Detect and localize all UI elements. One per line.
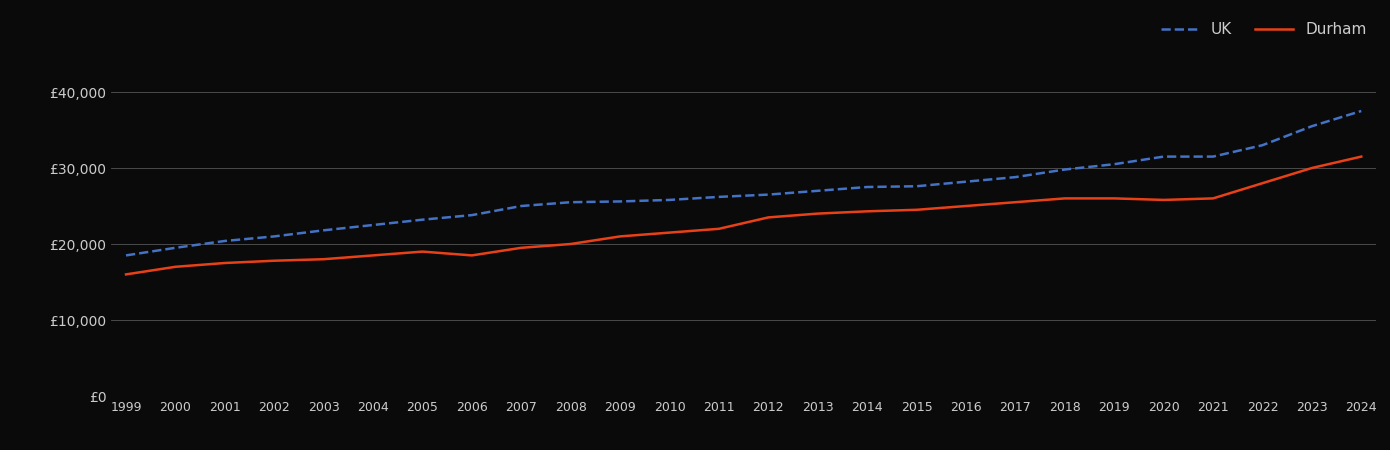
Durham xyxy=(364,253,381,258)
Durham xyxy=(859,209,876,214)
Durham xyxy=(1155,197,1172,202)
UK xyxy=(1304,123,1320,129)
UK xyxy=(662,197,678,202)
UK xyxy=(1205,154,1222,159)
Durham xyxy=(513,245,530,251)
Durham xyxy=(612,234,628,239)
UK xyxy=(1056,167,1073,172)
Durham xyxy=(217,260,234,265)
Durham xyxy=(167,264,183,270)
UK xyxy=(710,194,727,200)
Durham xyxy=(710,226,727,231)
Durham xyxy=(1304,165,1320,171)
UK xyxy=(612,199,628,204)
Durham xyxy=(809,211,826,216)
Durham xyxy=(662,230,678,235)
UK xyxy=(364,222,381,228)
Durham xyxy=(1352,154,1369,159)
UK xyxy=(859,184,876,190)
Durham xyxy=(1056,196,1073,201)
UK xyxy=(513,203,530,209)
UK xyxy=(958,179,974,184)
Durham xyxy=(908,207,924,212)
UK xyxy=(809,188,826,194)
UK xyxy=(118,253,135,258)
UK xyxy=(265,234,282,239)
Durham xyxy=(316,256,332,262)
UK xyxy=(760,192,777,197)
Durham xyxy=(1008,199,1024,205)
Durham xyxy=(463,253,480,258)
UK xyxy=(414,217,431,222)
UK xyxy=(563,199,580,205)
Legend: UK, Durham: UK, Durham xyxy=(1155,16,1373,43)
UK xyxy=(217,238,234,243)
UK xyxy=(1106,162,1123,167)
UK xyxy=(316,228,332,233)
Durham xyxy=(1254,180,1270,186)
UK xyxy=(167,245,183,251)
UK xyxy=(1254,143,1270,148)
Durham xyxy=(414,249,431,254)
UK xyxy=(908,184,924,189)
Line: Durham: Durham xyxy=(126,157,1361,274)
Durham xyxy=(958,203,974,209)
UK xyxy=(1155,154,1172,159)
UK xyxy=(1352,108,1369,114)
Line: UK: UK xyxy=(126,111,1361,256)
UK xyxy=(463,212,480,218)
Durham xyxy=(118,272,135,277)
UK xyxy=(1008,175,1024,180)
Durham xyxy=(1106,196,1123,201)
Durham xyxy=(563,241,580,247)
Durham xyxy=(265,258,282,263)
Durham xyxy=(760,215,777,220)
Durham xyxy=(1205,196,1222,201)
